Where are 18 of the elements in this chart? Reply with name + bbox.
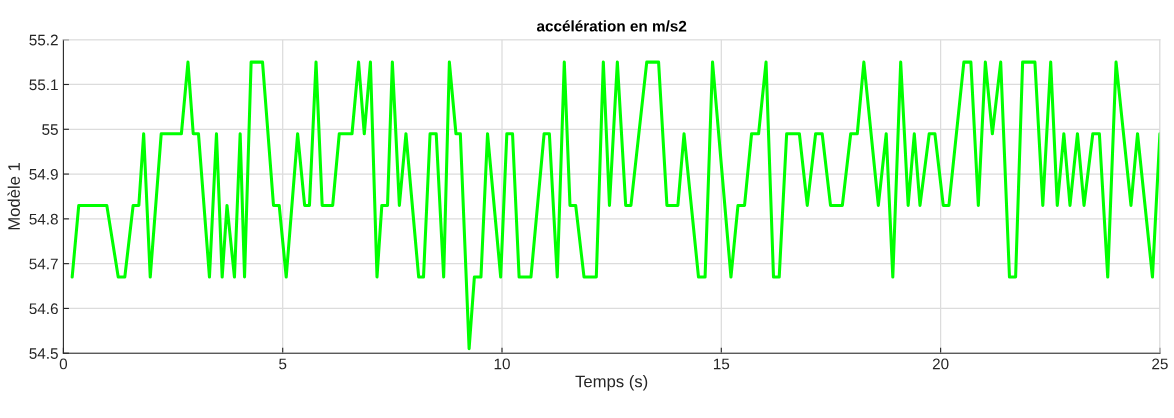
y-tick-label: 55 [42, 124, 58, 135]
x-tick-label: 15 [713, 358, 730, 370]
y-tick-label: 54.6 [29, 303, 58, 315]
line-series [70, 60, 1160, 351]
x-tick-label: 20 [932, 358, 949, 370]
x-tick-label: 0 [59, 358, 68, 370]
y-tick-label: 55.2 [29, 34, 58, 46]
y-tick-label: 55.1 [29, 79, 58, 91]
y-tick-label: 54.8 [29, 213, 58, 225]
y-tick-label: 54.7 [29, 258, 58, 270]
x-tick-label: 25 [1152, 358, 1168, 370]
y-tick-label: 54.5 [29, 348, 58, 359]
y-tick-label: 54.9 [29, 168, 58, 180]
x-tick-label: 5 [279, 358, 287, 370]
x-tick-label: 10 [494, 358, 510, 370]
x-axis-title: Temps (s) [575, 375, 648, 391]
y-axis-title: Modèle 1 [7, 162, 20, 230]
chart-title: accélération en m/s2 [536, 20, 687, 32]
